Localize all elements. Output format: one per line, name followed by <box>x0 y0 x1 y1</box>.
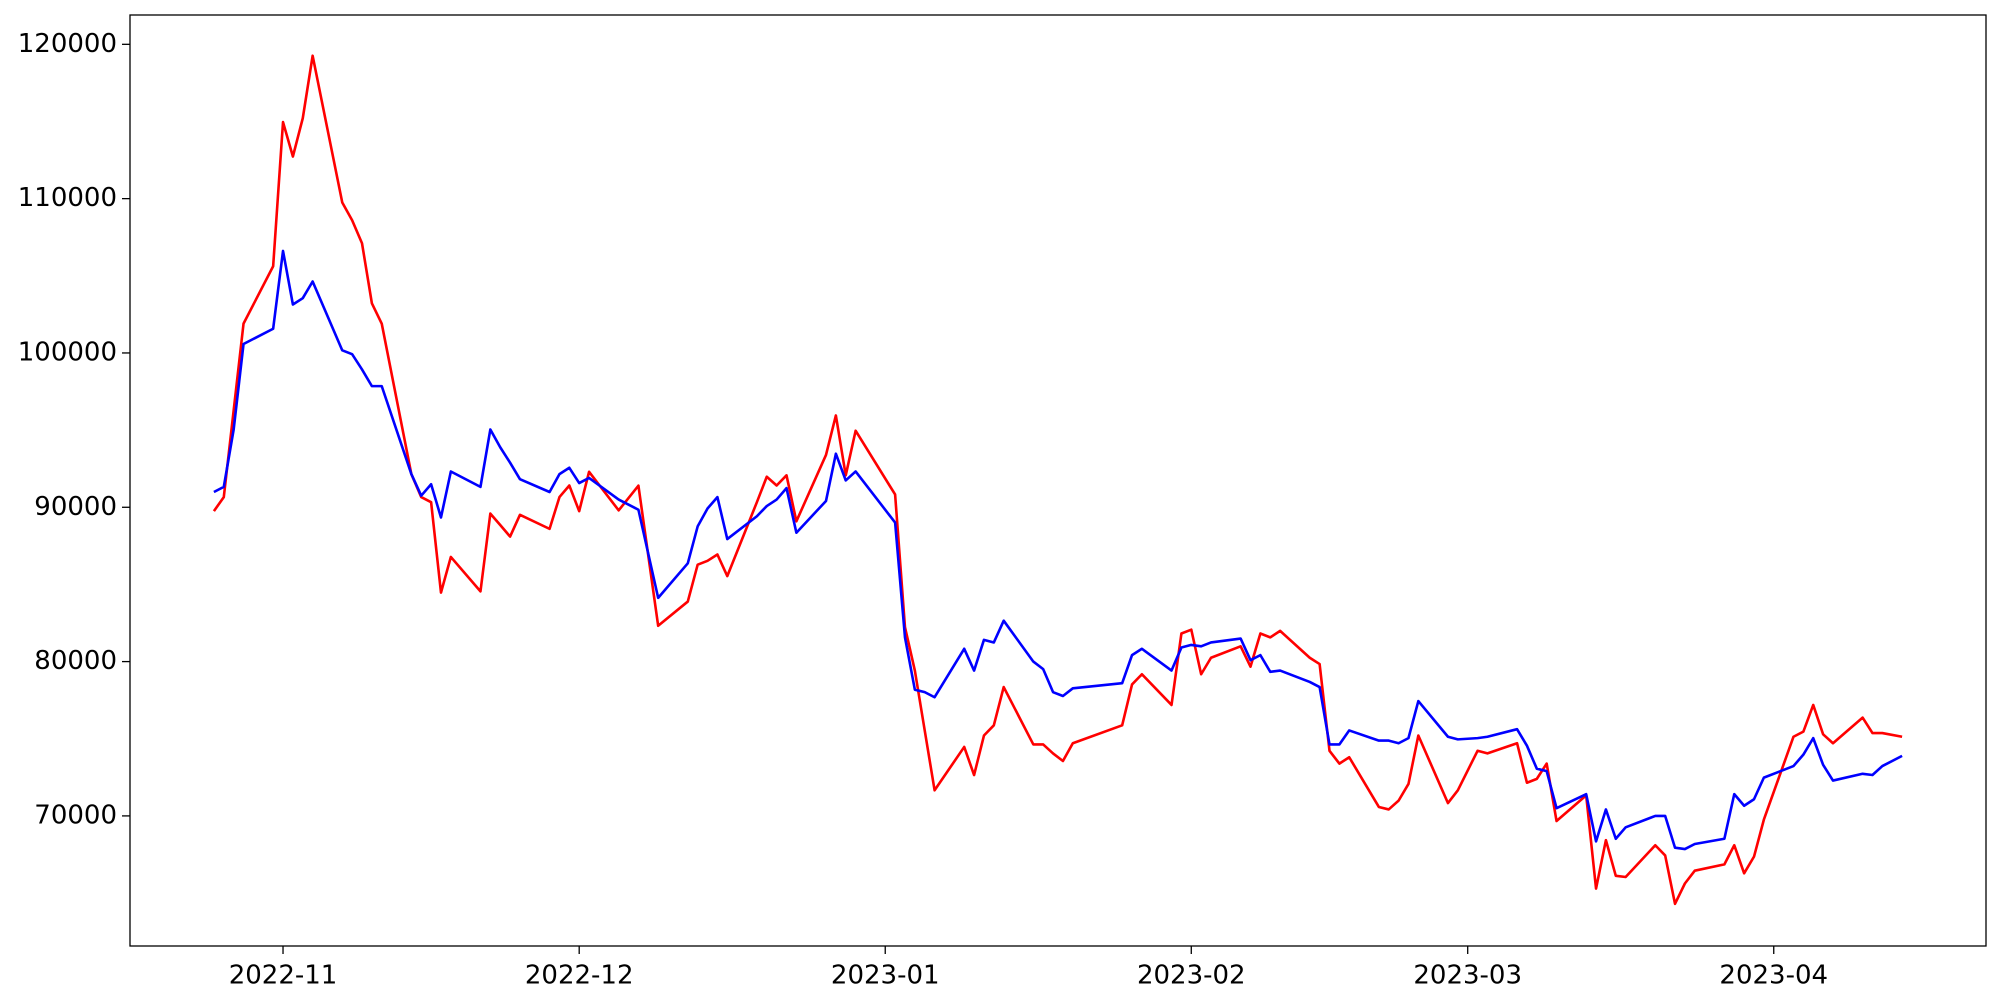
x-tick-label: 2023-02 <box>1137 961 1246 991</box>
series-line <box>213 249 1903 851</box>
x-tick-label: 2023-04 <box>1719 961 1828 991</box>
y-tick-label: 120000 <box>18 29 117 59</box>
y-tick-label: 90000 <box>34 492 117 522</box>
series-line <box>212 54 1903 906</box>
x-tick-label: 2022-11 <box>229 961 338 991</box>
x-tick-label: 2023-03 <box>1413 961 1522 991</box>
y-tick-label: 100000 <box>18 337 117 367</box>
x-tick-label: 2022-12 <box>525 961 634 991</box>
plot-frame <box>129 14 1987 947</box>
y-tick-label: 110000 <box>18 183 117 213</box>
y-tick-label: 80000 <box>34 646 117 676</box>
x-tick-label: 2023-01 <box>831 961 940 991</box>
y-tick-label: 70000 <box>34 800 117 830</box>
